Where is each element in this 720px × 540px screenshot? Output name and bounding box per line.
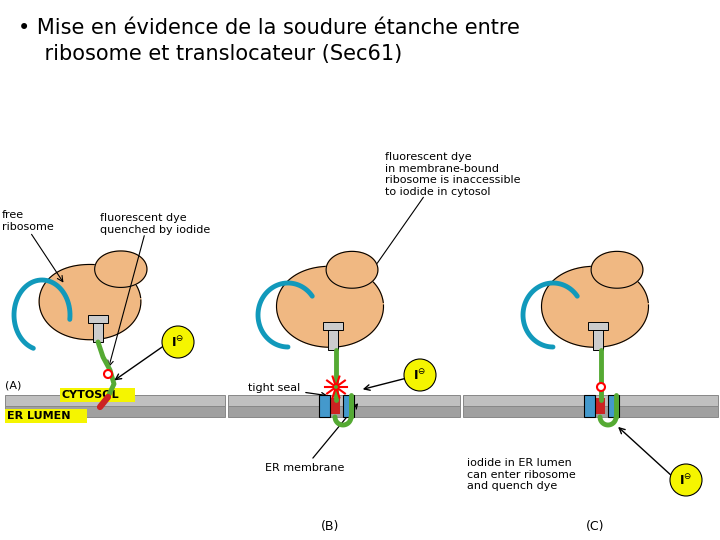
Text: (A): (A) bbox=[5, 380, 22, 390]
Text: fluorescent dye
in membrane-bound
ribosome is inaccessible
to iodide in cytosol: fluorescent dye in membrane-bound riboso… bbox=[385, 152, 521, 197]
Polygon shape bbox=[276, 266, 384, 347]
Bar bbox=[88, 315, 108, 323]
Bar bbox=[343, 395, 354, 417]
Bar bbox=[5, 395, 225, 406]
Text: ER membrane: ER membrane bbox=[265, 404, 357, 473]
Bar bbox=[328, 327, 338, 350]
Bar bbox=[596, 398, 605, 414]
Text: ER LUMEN: ER LUMEN bbox=[7, 411, 71, 421]
Text: I$^{\ominus}$: I$^{\ominus}$ bbox=[413, 368, 427, 382]
Text: iodide in ER lumen
can enter ribosome
and quench dye: iodide in ER lumen can enter ribosome an… bbox=[467, 458, 576, 491]
Bar bbox=[331, 398, 340, 414]
Bar bbox=[60, 388, 135, 402]
Bar bbox=[588, 322, 608, 330]
Bar bbox=[463, 406, 718, 417]
Polygon shape bbox=[541, 266, 649, 347]
Polygon shape bbox=[94, 251, 147, 287]
Bar bbox=[228, 395, 460, 406]
Polygon shape bbox=[39, 265, 141, 340]
Polygon shape bbox=[326, 252, 378, 288]
Bar bbox=[608, 395, 619, 417]
Bar bbox=[319, 395, 330, 417]
Text: I$^{\ominus}$: I$^{\ominus}$ bbox=[171, 334, 184, 349]
Text: (B): (B) bbox=[321, 520, 339, 533]
Text: I$^{\ominus}$: I$^{\ominus}$ bbox=[680, 472, 693, 488]
Bar bbox=[5, 409, 87, 423]
Bar bbox=[593, 327, 603, 350]
Circle shape bbox=[670, 464, 702, 496]
Text: ribosome et translocateur (Sec61): ribosome et translocateur (Sec61) bbox=[18, 44, 402, 64]
Text: (C): (C) bbox=[586, 520, 604, 533]
Circle shape bbox=[404, 359, 436, 391]
Circle shape bbox=[597, 383, 605, 391]
Text: fluorescent dye
quenched by iodide: fluorescent dye quenched by iodide bbox=[100, 213, 210, 234]
Bar bbox=[228, 406, 460, 417]
Circle shape bbox=[162, 326, 194, 358]
Bar bbox=[93, 320, 103, 342]
Bar bbox=[584, 395, 595, 417]
Text: CYTOSOL: CYTOSOL bbox=[62, 390, 120, 400]
Text: • Mise en évidence de la soudure étanche entre: • Mise en évidence de la soudure étanche… bbox=[18, 18, 520, 38]
Text: tight seal: tight seal bbox=[248, 383, 326, 397]
Bar bbox=[323, 322, 343, 330]
Polygon shape bbox=[591, 252, 643, 288]
Bar bbox=[5, 406, 225, 417]
Bar bbox=[463, 395, 718, 406]
Text: free
ribosome: free ribosome bbox=[2, 210, 54, 232]
Circle shape bbox=[104, 370, 112, 378]
